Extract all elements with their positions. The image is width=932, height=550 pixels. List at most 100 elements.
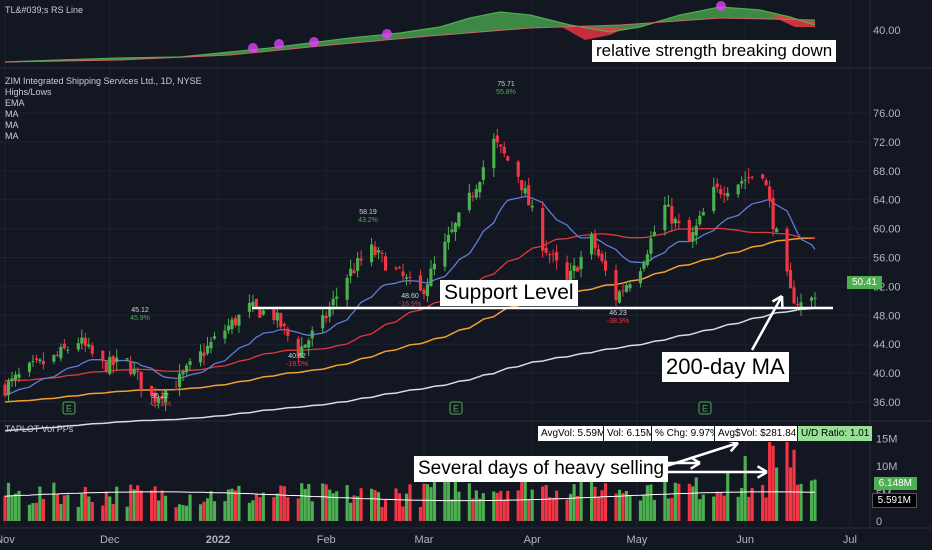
- candle-body: [136, 370, 140, 372]
- rs-average-line: [4, 17, 816, 63]
- volume-bar: [184, 505, 189, 521]
- volume-bar: [296, 498, 300, 521]
- candle-body: [764, 180, 768, 186]
- volume-bar: [352, 495, 356, 521]
- volume-bar: [349, 502, 353, 521]
- price-tick-label: 44.00: [873, 339, 901, 351]
- volume-bar: [467, 483, 471, 521]
- candle-body: [31, 361, 35, 363]
- high-low-price-label: 35.22: [151, 393, 169, 400]
- candle-body: [83, 337, 87, 346]
- candle-body: [809, 297, 814, 301]
- rs-annotation: relative strength breaking down: [592, 40, 837, 62]
- high-low-price-label: 46.23: [609, 310, 627, 317]
- candle-body: [603, 260, 608, 271]
- volume-bar: [370, 488, 374, 521]
- volume-bar: [628, 495, 632, 521]
- candle-body: [401, 271, 405, 277]
- candle-body: [370, 244, 374, 263]
- candle-body: [492, 138, 496, 169]
- candle-body: [324, 315, 328, 319]
- price-tick-label: 72.00: [873, 137, 901, 149]
- volume-bar: [397, 493, 402, 521]
- candle-body: [457, 212, 461, 227]
- date-tick-label: Jun: [736, 534, 754, 546]
- candle-body: [736, 184, 740, 195]
- volume-bar: [638, 500, 643, 521]
- stat-avg-dollar-vol: Avg$Vol: $281.84M: [714, 425, 809, 442]
- price-tick-label: 68.00: [873, 166, 901, 178]
- indicator-ma-2[interactable]: MA: [5, 120, 19, 130]
- candle-body: [450, 229, 454, 232]
- candle-body: [125, 358, 129, 360]
- price-tick-label: 48.00: [873, 310, 901, 322]
- volume-bar: [600, 490, 604, 521]
- support-level-label: Support Level: [440, 280, 578, 306]
- volume-bar: [104, 491, 108, 521]
- candle-body: [726, 192, 730, 197]
- candle-body: [467, 192, 471, 210]
- volume-bar: [321, 483, 325, 521]
- indicator-ma-1[interactable]: MA: [5, 109, 19, 119]
- indicator-highs-lows[interactable]: Highs/Lows: [5, 87, 52, 97]
- high-low-price-label: 58.19: [359, 209, 377, 216]
- volume-bar: [722, 495, 726, 521]
- volume-bar: [666, 498, 670, 521]
- earnings-marker: [449, 401, 463, 415]
- volume-bar: [698, 499, 702, 521]
- volume-bar: [202, 501, 206, 521]
- earnings-marker: [698, 401, 712, 415]
- candle-body: [76, 343, 80, 350]
- candle-body: [422, 289, 426, 295]
- candle-body: [792, 287, 796, 304]
- candle-body: [471, 196, 475, 198]
- candle-body: [300, 346, 304, 357]
- candle-body: [628, 284, 632, 289]
- volume-bar: [223, 501, 227, 521]
- volume-bar: [153, 486, 157, 521]
- indicator-ma-3[interactable]: MA: [5, 131, 19, 141]
- high-low-price-label: 75.71: [497, 81, 515, 88]
- candle-body: [617, 291, 622, 303]
- candle-body: [677, 221, 681, 224]
- volume-bar: [813, 479, 817, 521]
- volume-bar: [275, 493, 279, 521]
- candle-body: [768, 186, 772, 201]
- candle-body: [223, 330, 227, 339]
- volume-bar: [331, 493, 335, 521]
- volume-bar: [596, 496, 601, 521]
- candle-body: [104, 361, 108, 373]
- rs-fill-up: [5, 7, 815, 62]
- volume-bar: [743, 456, 747, 521]
- candle-body: [446, 234, 450, 243]
- volume-bar: [205, 498, 210, 521]
- candle-body: [572, 265, 576, 272]
- volume-bar: [13, 493, 18, 521]
- candle-body: [694, 225, 698, 236]
- high-low-pct-label: -38.9%: [607, 318, 629, 325]
- symbol-title: ZIM Integrated Shipping Services Ltd., 1…: [5, 76, 202, 86]
- candle-body: [373, 246, 377, 256]
- volume-bar: [565, 499, 569, 521]
- volume-bar: [603, 483, 608, 521]
- volume-bar: [740, 488, 744, 521]
- volume-bar: [492, 491, 496, 521]
- indicator-ema[interactable]: EMA: [5, 98, 25, 108]
- price-tick-label: 64.00: [873, 195, 901, 207]
- candle-body: [404, 277, 409, 279]
- candle-body: [188, 361, 192, 366]
- rs-panel-title: TL&#039;s RS Line: [5, 5, 84, 15]
- candle-body: [115, 357, 119, 363]
- volume-bar: [17, 490, 21, 521]
- candle-body: [202, 352, 206, 357]
- candle-body: [701, 212, 705, 216]
- candle-body: [359, 258, 363, 261]
- ma200-label: 200-day MA: [662, 352, 789, 382]
- candle-body: [380, 252, 384, 254]
- candle-body: [670, 206, 674, 224]
- candle-body: [87, 344, 91, 347]
- volume-bar: [10, 496, 14, 521]
- earnings-marker: [62, 401, 76, 415]
- volume-bar: [527, 499, 531, 521]
